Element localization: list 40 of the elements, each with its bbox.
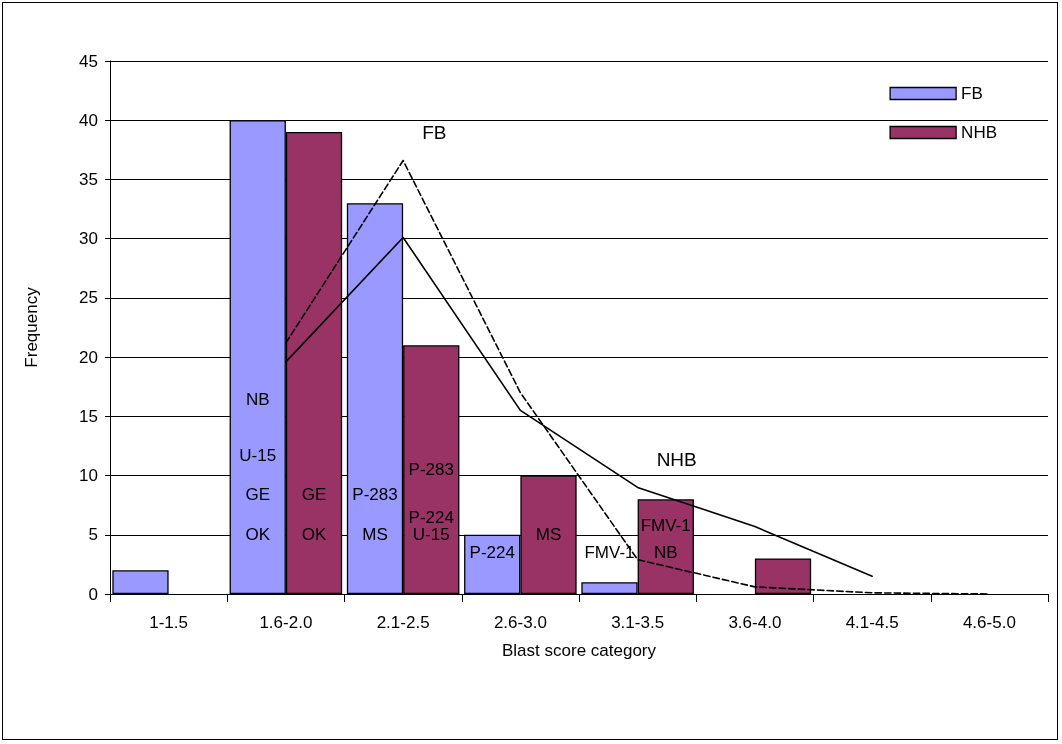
annotation: U-15 bbox=[412, 525, 450, 545]
y-tick-label: 45 bbox=[79, 51, 98, 71]
y-tick-label: 40 bbox=[79, 110, 98, 130]
annotation: NB bbox=[245, 390, 270, 410]
legend-label: NHB bbox=[961, 123, 998, 142]
series-label: NHB bbox=[656, 448, 697, 470]
x-tick-label: 4.6-5.0 bbox=[962, 613, 1016, 632]
annotation: P-283 bbox=[408, 460, 454, 480]
legend-label: FB bbox=[961, 84, 983, 103]
annotation: U-15 bbox=[239, 445, 277, 465]
y-tick-label: 10 bbox=[79, 466, 98, 486]
y-tick-label: 20 bbox=[79, 347, 98, 367]
y-tick-label: 15 bbox=[79, 406, 98, 426]
annotation: P-224 bbox=[408, 507, 454, 527]
annotation: P-283 bbox=[352, 485, 398, 505]
annotation: FMV-1 bbox=[584, 543, 635, 563]
y-tick-label: 25 bbox=[79, 288, 98, 308]
x-tick-label: 1.6-2.0 bbox=[259, 613, 313, 632]
y-tick-label: 5 bbox=[88, 525, 98, 545]
x-tick-label: 2.1-2.5 bbox=[376, 613, 430, 632]
x-tick-label: 3.6-4.0 bbox=[728, 613, 782, 632]
y-tick-label: 30 bbox=[79, 229, 98, 249]
series-label: FB bbox=[422, 121, 447, 143]
y-tick-label: 0 bbox=[88, 584, 98, 604]
annotation: OK bbox=[301, 525, 327, 545]
annotation: FMV-1 bbox=[640, 515, 691, 535]
x-axis-title: Blast score category bbox=[501, 641, 657, 660]
annotation: NB bbox=[653, 543, 678, 563]
annotation: GE bbox=[245, 485, 271, 505]
annotation: OK bbox=[245, 525, 271, 545]
x-tick-label: 4.1-4.5 bbox=[845, 613, 899, 632]
y-tick-label: 35 bbox=[79, 169, 98, 189]
y-axis-title: Frequency bbox=[22, 286, 41, 368]
annotation: MS bbox=[535, 525, 562, 545]
x-tick-label: 1-1.5 bbox=[149, 613, 188, 632]
x-tick-label: 3.1-3.5 bbox=[611, 613, 665, 632]
x-tick-label: 2.6-3.0 bbox=[493, 613, 547, 632]
annotation: P-224 bbox=[469, 543, 515, 563]
annotation: MS bbox=[362, 525, 388, 545]
annotation: GE bbox=[301, 485, 327, 505]
